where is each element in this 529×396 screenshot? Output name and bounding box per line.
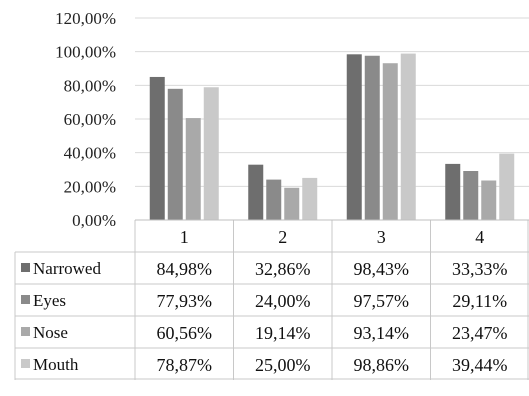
category-label: 3 bbox=[377, 227, 386, 247]
bar-eyes bbox=[266, 179, 282, 220]
data-label: 29,11% bbox=[452, 291, 507, 311]
y-tick-label: 100,00% bbox=[55, 43, 116, 62]
data-label: 23,47% bbox=[452, 323, 508, 343]
series-name: Eyes bbox=[33, 291, 66, 310]
data-label: 24,00% bbox=[255, 291, 311, 311]
bar-mouth bbox=[400, 53, 416, 221]
y-tick-label: 120,00% bbox=[55, 9, 116, 28]
bar-narrowed bbox=[149, 76, 165, 220]
series-name: Mouth bbox=[33, 355, 79, 374]
bar-eyes bbox=[167, 88, 183, 220]
legend-key-nose bbox=[21, 327, 30, 336]
data-label: 93,14% bbox=[354, 323, 410, 343]
bar-nose bbox=[481, 180, 497, 220]
bar-narrowed bbox=[445, 163, 461, 220]
series-name: Narrowed bbox=[33, 259, 101, 278]
legend-key-narrowed bbox=[21, 263, 30, 272]
bar-nose bbox=[284, 187, 300, 220]
bar-narrowed bbox=[248, 164, 264, 220]
bar-mouth bbox=[499, 153, 515, 220]
data-label: 77,93% bbox=[157, 291, 213, 311]
data-label: 84,98% bbox=[157, 259, 213, 279]
data-label: 60,56% bbox=[157, 323, 213, 343]
y-tick-label: 0,00% bbox=[72, 211, 116, 230]
series-name: Nose bbox=[33, 323, 68, 342]
category-label: 1 bbox=[180, 227, 189, 247]
data-label: 19,14% bbox=[255, 323, 311, 343]
data-label: 39,44% bbox=[452, 355, 508, 375]
data-label: 97,57% bbox=[354, 291, 410, 311]
data-label: 78,87% bbox=[157, 355, 213, 375]
bar-eyes bbox=[463, 170, 479, 220]
bar-eyes bbox=[364, 55, 380, 220]
bar-nose bbox=[185, 118, 201, 220]
bar-nose bbox=[382, 63, 398, 221]
data-label: 25,00% bbox=[255, 355, 311, 375]
legend-key-eyes bbox=[21, 295, 30, 304]
bar-mouth bbox=[203, 87, 219, 220]
legend-key-mouth bbox=[21, 359, 30, 368]
data-label: 33,33% bbox=[452, 259, 508, 279]
y-tick-label: 40,00% bbox=[64, 144, 116, 163]
bar-mouth bbox=[302, 177, 318, 220]
data-label: 98,43% bbox=[354, 259, 410, 279]
y-tick-label: 20,00% bbox=[64, 177, 116, 196]
y-tick-label: 80,00% bbox=[64, 76, 116, 95]
data-label: 98,86% bbox=[354, 355, 410, 375]
category-label: 2 bbox=[278, 227, 287, 247]
data-label: 32,86% bbox=[255, 259, 311, 279]
bar-narrowed bbox=[346, 54, 362, 220]
category-label: 4 bbox=[475, 227, 484, 247]
y-tick-label: 60,00% bbox=[64, 110, 116, 129]
